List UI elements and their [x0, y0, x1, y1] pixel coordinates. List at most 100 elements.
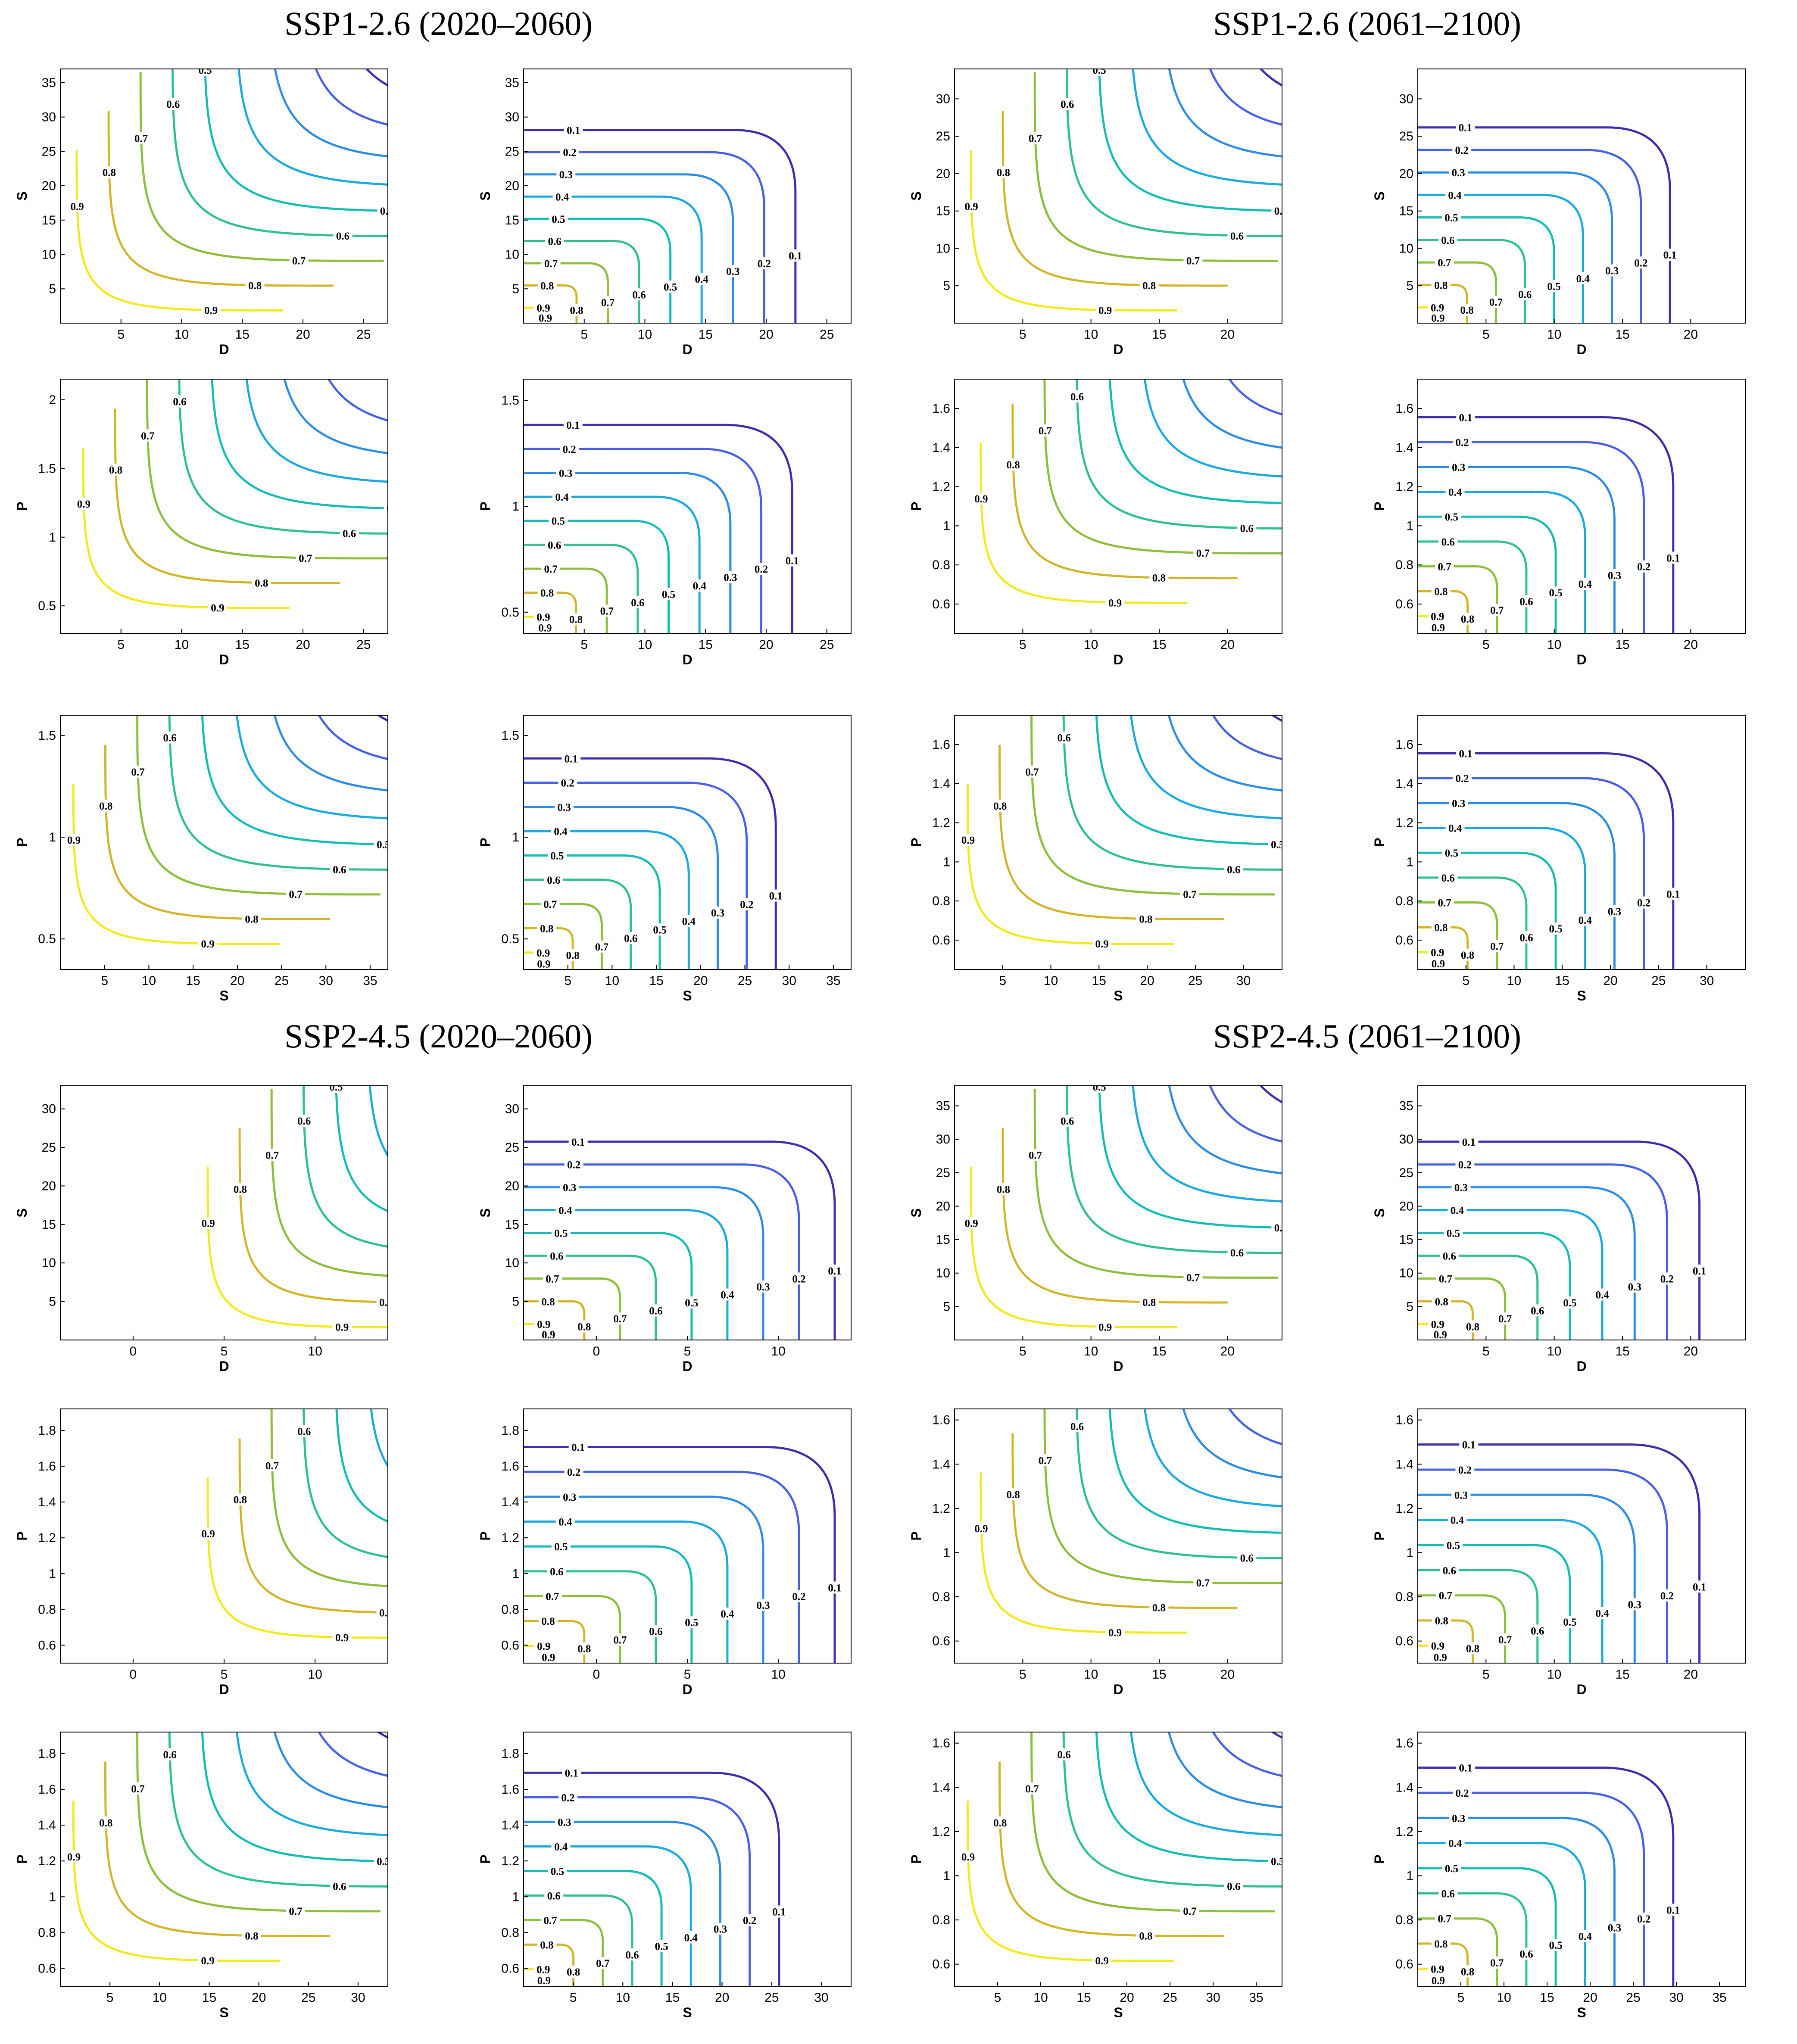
x-tick-label: 20 [1583, 1991, 1597, 2005]
contour-label-backing [1438, 1887, 1458, 1900]
contour-lines: 0.1 0.1 0.2 0.2 0.3 0.3 0.4 0.4 0.5 0.5 0.6 0.6 0.7 0… [524, 1441, 844, 1663]
contour-label: 0.6 [1518, 289, 1532, 300]
y-tick-label: 1.2 [1395, 816, 1413, 830]
contour-label: 0.8 [1434, 280, 1448, 291]
contour-label-backing [555, 1515, 575, 1528]
contour-label: 0.4 [1576, 273, 1590, 285]
contour-label-backing [1449, 797, 1468, 809]
contour-label-backing [1149, 1601, 1169, 1614]
contour-label: 0.1 [1459, 412, 1473, 424]
contour-label-backing [1315, 1197, 1334, 1209]
contour-label-backing [552, 491, 571, 503]
contour-label-backing [1546, 586, 1566, 599]
contour-label-backing [563, 949, 583, 961]
x-tick-label: 10 [308, 1667, 322, 1682]
contour-label: 0.5 [1549, 923, 1562, 935]
contour-label: 0.9 [1431, 1963, 1444, 1975]
contour-label: 0.8 [1007, 1489, 1020, 1501]
contour-line-0.8 [107, 111, 334, 287]
contour-label-backing [74, 498, 94, 510]
x-axis-label: D [1113, 1359, 1123, 1374]
contour-label-backing [418, 813, 437, 826]
x-tick-label: 5 [999, 974, 1006, 988]
contour-line-0.3 [524, 471, 732, 633]
contour-label: 0.2 [1458, 1464, 1472, 1476]
y-tick-label: 1.8 [501, 1424, 519, 1438]
contour-lines: 0.1 0.1 0.2 0.2 0.3 0.3 0.4 0.4 0.5 0.5 0.6 0.6 0.7 0… [524, 124, 805, 323]
y-tick-label: 0.8 [1395, 1913, 1413, 1927]
contour-lines: 0.1 0.1 0.2 0.2 0.3 0.3 0.4 0.4 0.5 0.5 0.6 0.6 0.7 0… [1418, 1438, 1709, 1663]
contour-line-0.3 [1167, 715, 1282, 791]
contour-label: 0.2 [1455, 145, 1469, 156]
contour-line-0.5 [524, 1231, 693, 1340]
contour-label-backing [718, 1288, 737, 1301]
y-tick-label: 0.8 [38, 1602, 56, 1617]
axes-frame [1417, 1732, 1746, 1987]
contour-label-backing [534, 1318, 553, 1330]
contour-label-backing [610, 1633, 630, 1646]
contour-label-backing [1456, 121, 1475, 134]
y-tick-label: 1.6 [932, 738, 950, 752]
contour-line-0.4 [524, 830, 690, 969]
contour-line-0.8 [524, 284, 578, 323]
contour-label-backing [560, 146, 579, 159]
contour-label-backing [536, 312, 555, 323]
contour-label-backing [423, 978, 442, 991]
contour-line-0.2 [1418, 1163, 1668, 1340]
contour-label-backing [1690, 1264, 1709, 1277]
x-tick-label: 10 [638, 327, 652, 342]
x-tick-label: 10 [605, 974, 619, 988]
contour-label: 0.4 [421, 814, 434, 826]
contour-label-backing [549, 514, 568, 527]
contour-lines: 0.1 0.1 0.2 0.2 0.3 0.3 0.4 0.4 0.5 0.5 0.6 0.6 0.7 0… [524, 1135, 844, 1340]
contour-label: 0.4 [1448, 190, 1462, 201]
contour-label: 0.5 [1271, 1856, 1284, 1868]
contour-line-0.8 [524, 592, 577, 633]
contour-label: 0.6 [1240, 523, 1254, 535]
contour-label-backing [646, 1304, 665, 1317]
contour-label-backing [708, 907, 727, 919]
contour-label-backing [783, 554, 802, 567]
contour-label: 0.2 [561, 778, 574, 789]
contour-label-backing [1435, 896, 1454, 909]
y-tick-label: 0.8 [1395, 894, 1413, 908]
contour-lines: 0.1 0.1 0.2 0.2 0.3 0.3 0.4 0.4 0.5 0.5 0.6 0.6 0.7 0… [524, 419, 802, 633]
contour-line-0.5 [201, 1732, 388, 1863]
contour-label-backing [547, 1565, 566, 1577]
contour-label-backing [421, 1271, 440, 1283]
contour-label: 0.1 [828, 1582, 841, 1594]
contour-label-backing [1660, 248, 1680, 261]
group-title-ssp126-late: SSP1-2.6 (2061–2100) [1213, 5, 1522, 42]
contour-chart-19: 0.10.10.20.20.30.30.40.40.50.50.60.60.70… [908, 1408, 1282, 1697]
y-tick-label: 1.4 [932, 1457, 950, 1471]
y-tick-label: 1 [512, 830, 519, 844]
contour-label-backing [1445, 486, 1465, 498]
contour-label-backing [199, 1217, 218, 1229]
contour-label-backing [1458, 1965, 1477, 1978]
contour-chart-8: 0.1 0.1 0.2 0.2 0.3 0.3 0.4 0.4 0.5 0.5 0.6 0.6 0.7 0… [1372, 379, 1746, 667]
y-tick-label: 1.4 [932, 777, 950, 791]
y-axis-label: P [1372, 838, 1387, 847]
contour-line-0.3 [1182, 1409, 1282, 1479]
contour-line-0.2 [318, 1732, 388, 1777]
contour-label: 0.1 [565, 1767, 578, 1779]
contour-label-backing [551, 825, 570, 838]
contour-label: 0.1 [1693, 1581, 1706, 1593]
x-tick-label: 15 [1615, 327, 1629, 342]
contour-label-backing [789, 1272, 808, 1285]
contour-line-0.4 [1418, 1842, 1586, 1986]
contour-label-backing [289, 254, 309, 267]
x-tick-label: 10 [153, 1991, 167, 2005]
contour-label: 0.4 [1579, 915, 1592, 926]
y-tick-label: 0.6 [38, 1961, 56, 1975]
contour-label-backing [740, 1914, 759, 1926]
y-tick-label: 15 [936, 204, 950, 218]
contour-line-0.8 [1418, 1942, 1469, 1986]
contour-label: 0.9 [537, 958, 550, 970]
contour-label: 0.1 [1693, 1265, 1706, 1277]
contour-label: 0.4 [1451, 1205, 1464, 1217]
contour-line-0.7 [1418, 901, 1498, 969]
contour-line-0.8 [104, 1761, 331, 1937]
contour-label-backing [1429, 621, 1448, 633]
contour-label-backing [562, 1767, 581, 1779]
